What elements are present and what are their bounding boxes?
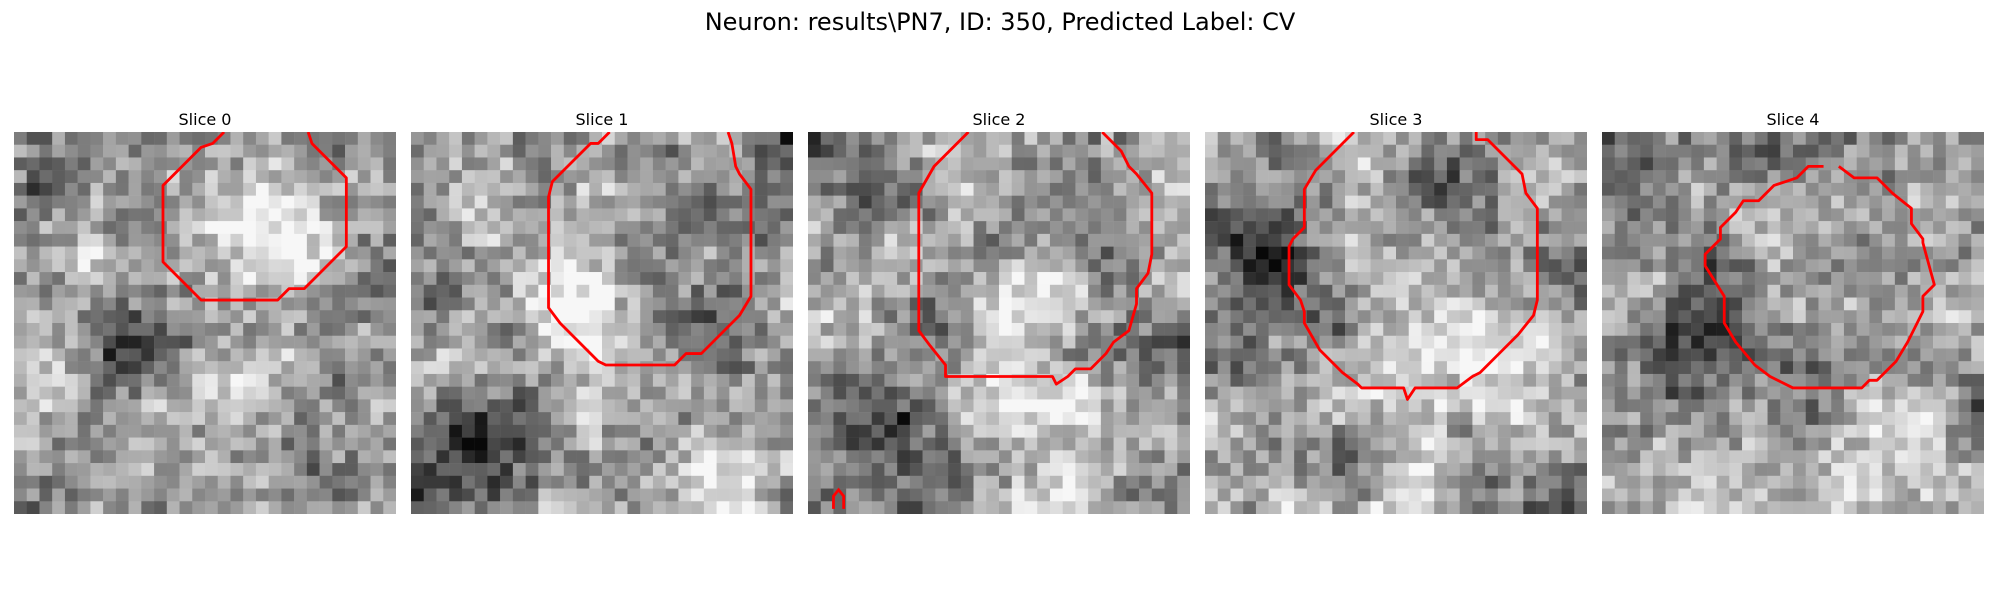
slice-title-0: Slice 0 [178,110,232,129]
slice-title-4: Slice 4 [1766,110,1820,129]
slice-panel-2: Slice 2 [808,108,1190,514]
slice-image-3 [1205,132,1587,514]
slice-image-1 [411,132,793,514]
slice-title-3: Slice 3 [1369,110,1423,129]
slice-panel-4: Slice 4 [1602,108,1984,514]
slice-image-2 [808,132,1190,514]
artifact-contour [832,487,846,509]
slice-title-1: Slice 1 [575,110,629,129]
slice-panel-1: Slice 1 [411,108,793,514]
segmentation-contour-4 [1703,164,1936,390]
figure-title: Neuron: results\PN7, ID: 350, Predicted … [704,8,1296,36]
slice-panel-3: Slice 3 [1205,108,1587,514]
slice-panel-0: Slice 0 [14,108,396,514]
segmentation-contour-3 [1287,132,1539,401]
segmentation-contour-0 [161,132,348,302]
slice-title-2: Slice 2 [972,110,1026,129]
segmentation-contour-1 [547,132,753,367]
slice-image-4 [1602,132,1984,514]
slice-image-0 [14,132,396,514]
segmentation-contour-2 [917,132,1154,386]
